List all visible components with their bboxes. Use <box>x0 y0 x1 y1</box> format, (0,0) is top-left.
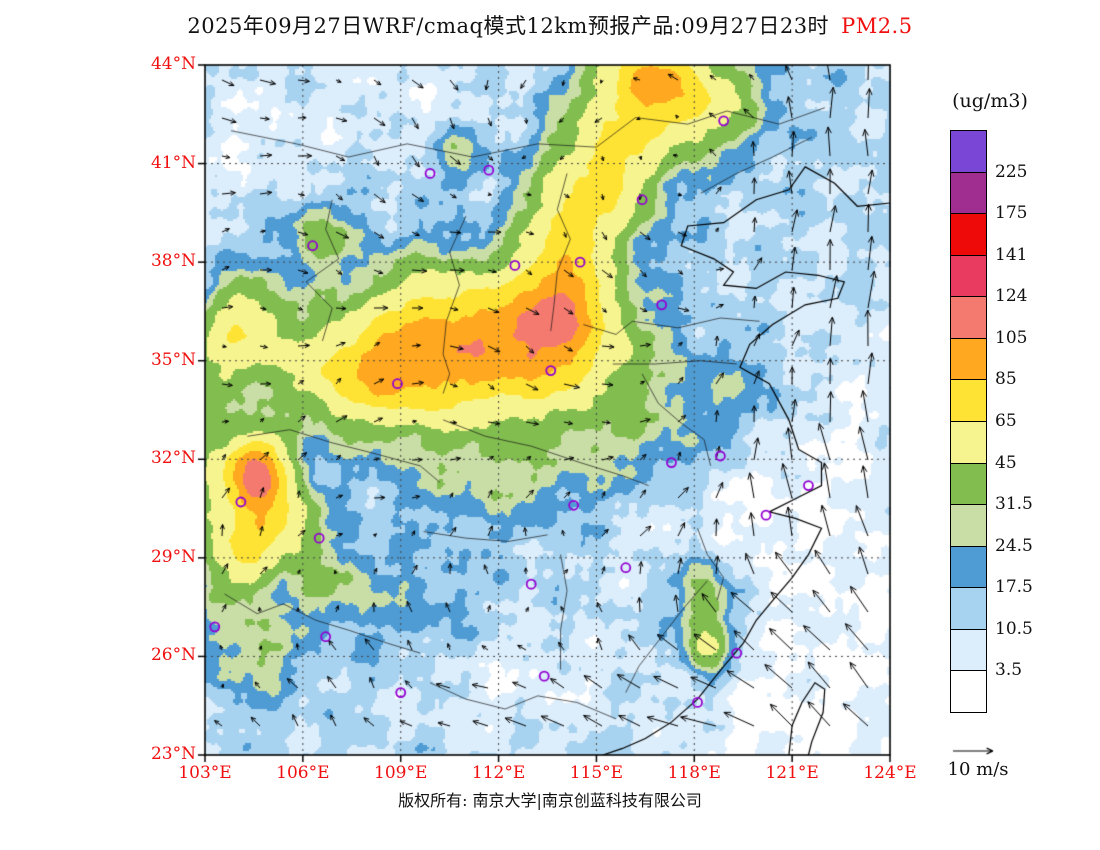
colorbar-tick-label: 225 <box>995 161 1028 182</box>
colorbar-tick-label: 24.5 <box>995 535 1033 556</box>
chart-title-pollutant: PM2.5 <box>841 14 913 38</box>
colorbar-cell <box>950 171 987 215</box>
colorbar-tick-label: 45 <box>995 452 1017 473</box>
lat-tick-label: 35°N <box>150 349 196 370</box>
colorbar-cell <box>950 628 987 672</box>
colorbar-cell <box>950 545 987 589</box>
copyright-footer: 版权所有: 南京大学|南京创蓝科技有限公司 <box>398 791 702 810</box>
lat-tick-label: 41°N <box>150 152 196 173</box>
colorbar-tick-label: 141 <box>995 244 1028 265</box>
colorbar-cell <box>950 337 987 381</box>
wind-legend-label: 10 m/s <box>947 759 1009 780</box>
colorbar-cell <box>950 421 987 464</box>
chart-title: 2025年09月27日WRF/cmaq模式12km预报产品:09月27日23时 P… <box>0 10 1100 40</box>
lon-tick-label: 109°E <box>374 763 428 783</box>
lon-tick-label: 103°E <box>178 763 232 783</box>
colorbar <box>950 130 987 713</box>
chart-title-text: 2025年09月27日WRF/cmaq模式12km预报产品:09月27日23时 <box>187 14 830 38</box>
colorbar-tick-label: 31.5 <box>995 494 1033 515</box>
colorbar-cell <box>950 379 987 422</box>
lat-tick-label: 23°N <box>150 744 196 764</box>
colorbar-cell <box>950 670 987 713</box>
colorbar-cell <box>950 213 987 256</box>
lat-tick-label: 26°N <box>150 645 196 666</box>
lon-tick-label: 118°E <box>667 763 721 783</box>
lat-tick-label: 32°N <box>150 448 196 469</box>
lat-tick-label: 38°N <box>150 251 196 272</box>
lon-tick-label: 112°E <box>471 763 526 783</box>
lon-tick-label: 106°E <box>276 763 330 783</box>
colorbar-units-label: (ug/m3) <box>952 90 1028 112</box>
colorbar-tick-label: 17.5 <box>995 577 1033 598</box>
colorbar-tick-label: 175 <box>995 203 1028 224</box>
lat-tick-label: 29°N <box>150 546 196 567</box>
lon-tick-label: 124°E <box>863 763 917 783</box>
colorbar-cell <box>950 296 987 339</box>
colorbar-tick-label: 85 <box>995 369 1017 390</box>
colorbar-tick-label: 3.5 <box>995 660 1023 681</box>
colorbar-cell <box>950 462 987 506</box>
colorbar-tick-label: 124 <box>995 286 1028 307</box>
lat-tick-label: 44°N <box>150 54 196 74</box>
colorbar-tick-label: 105 <box>995 327 1028 348</box>
colorbar-cell <box>950 254 987 298</box>
lon-tick-label: 121°E <box>765 763 819 783</box>
colorbar-cell <box>950 130 987 173</box>
colorbar-cell <box>950 587 987 630</box>
colorbar-cell <box>950 504 987 547</box>
colorbar-tick-label: 65 <box>995 411 1017 431</box>
lon-tick-label: 115°E <box>569 763 624 783</box>
colorbar-tick-label: 10.5 <box>995 618 1033 639</box>
